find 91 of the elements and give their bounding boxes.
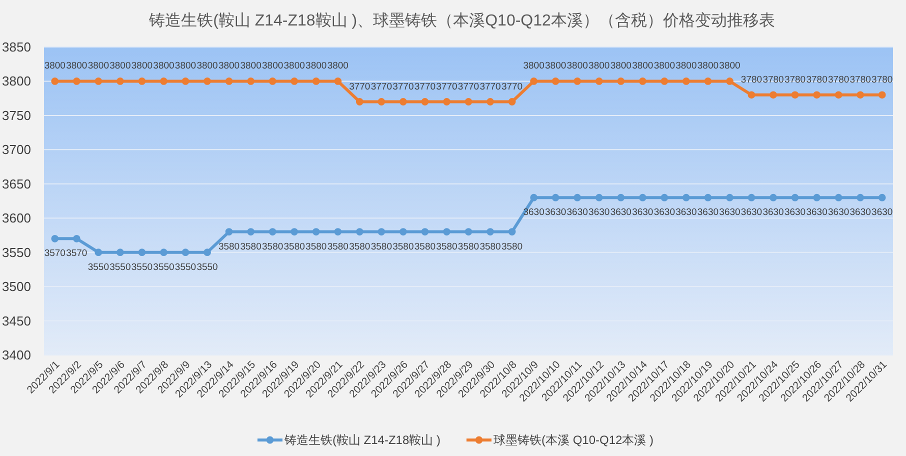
point bbox=[574, 78, 582, 85]
point bbox=[834, 194, 842, 202]
y-tick-label: 3400 bbox=[2, 348, 31, 362]
point bbox=[508, 98, 516, 106]
point bbox=[791, 91, 799, 99]
point bbox=[116, 78, 124, 85]
point bbox=[268, 78, 276, 85]
point bbox=[160, 248, 168, 256]
point bbox=[204, 248, 211, 256]
point bbox=[356, 228, 364, 236]
point bbox=[704, 78, 712, 85]
point bbox=[421, 98, 429, 106]
point bbox=[878, 194, 886, 202]
point bbox=[726, 78, 734, 85]
point bbox=[247, 78, 255, 85]
point bbox=[51, 234, 59, 242]
point bbox=[225, 78, 233, 85]
point bbox=[486, 98, 494, 106]
point bbox=[94, 248, 102, 256]
legend-label: 铸造生铁(鞍山 Z14-Z18鞍山 ) bbox=[283, 433, 440, 447]
point bbox=[464, 98, 472, 106]
point bbox=[378, 98, 386, 106]
point bbox=[312, 228, 320, 236]
point bbox=[290, 228, 298, 236]
point bbox=[638, 194, 646, 202]
point bbox=[138, 78, 146, 85]
point bbox=[72, 234, 80, 242]
point bbox=[356, 98, 364, 106]
y-tick-label: 3600 bbox=[2, 210, 31, 226]
point bbox=[704, 194, 712, 202]
point bbox=[595, 78, 603, 85]
y-tick-label: 3500 bbox=[2, 279, 31, 294]
point bbox=[530, 78, 538, 85]
point bbox=[530, 194, 538, 202]
point bbox=[682, 194, 690, 202]
point bbox=[443, 228, 450, 236]
point bbox=[834, 91, 842, 99]
point bbox=[247, 228, 255, 236]
point bbox=[660, 194, 668, 202]
point bbox=[770, 91, 777, 99]
point bbox=[160, 78, 168, 85]
point bbox=[617, 194, 625, 202]
point bbox=[791, 194, 799, 202]
title: 铸造生铁(鞍山 Z14-Z18鞍山 )、球墨铸铁（本溪Q10-Q12本溪）（含税）价格变动推移表 bbox=[149, 12, 775, 30]
point bbox=[552, 78, 560, 85]
legend-label: 球墨铸铁(本溪 Q10-Q12本溪 ) bbox=[493, 433, 654, 447]
point bbox=[660, 78, 668, 85]
y-tick-label: 3800 bbox=[2, 74, 31, 89]
point bbox=[399, 228, 407, 236]
point bbox=[856, 194, 864, 202]
point bbox=[617, 78, 625, 85]
point bbox=[595, 194, 603, 202]
point bbox=[813, 194, 821, 202]
point bbox=[204, 78, 211, 85]
point bbox=[464, 228, 472, 236]
point bbox=[574, 194, 582, 202]
point bbox=[378, 228, 386, 236]
point bbox=[748, 91, 756, 99]
y-tick-label: 3450 bbox=[2, 313, 31, 328]
point bbox=[225, 228, 233, 236]
point bbox=[116, 248, 124, 256]
point bbox=[312, 78, 320, 85]
point bbox=[748, 194, 756, 202]
point bbox=[508, 228, 516, 236]
y-tick-label: 3750 bbox=[2, 108, 31, 123]
point bbox=[856, 91, 864, 99]
y-tick-label: 3550 bbox=[2, 244, 31, 260]
point bbox=[334, 228, 342, 236]
point bbox=[268, 228, 276, 236]
point bbox=[421, 228, 429, 236]
point bbox=[334, 78, 342, 85]
y-tick-label: 3850 bbox=[2, 40, 31, 54]
point bbox=[726, 194, 734, 202]
point bbox=[290, 78, 298, 85]
point bbox=[638, 78, 646, 85]
point bbox=[138, 248, 146, 256]
point bbox=[182, 78, 190, 85]
point bbox=[399, 98, 407, 106]
point bbox=[182, 248, 190, 256]
point bbox=[813, 91, 821, 99]
point bbox=[682, 78, 690, 85]
point bbox=[878, 91, 886, 99]
point bbox=[486, 228, 494, 236]
point bbox=[552, 194, 560, 202]
point bbox=[72, 78, 80, 85]
point bbox=[51, 78, 59, 85]
y-tick-label: 3650 bbox=[2, 176, 31, 192]
y-tick-label: 3700 bbox=[2, 142, 31, 158]
point bbox=[443, 98, 450, 106]
point bbox=[770, 194, 777, 202]
point bbox=[94, 78, 102, 85]
